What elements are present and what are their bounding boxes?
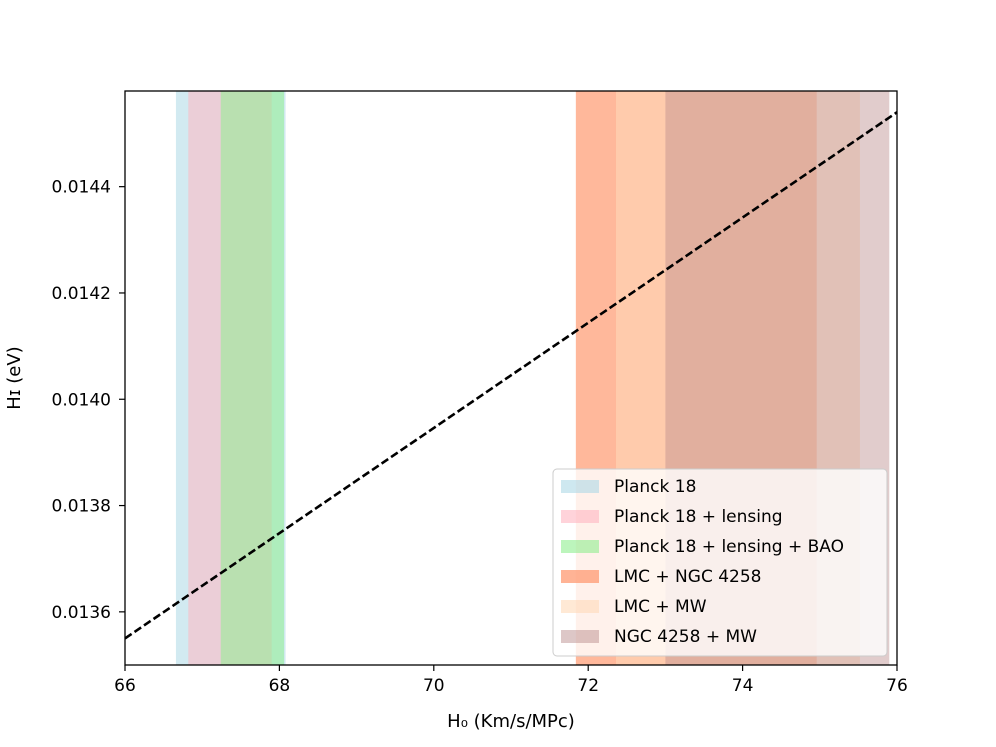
x-tick-label-3: 72	[577, 676, 599, 696]
legend-swatch-2	[561, 540, 599, 553]
series-line	[124, 111, 898, 640]
legend-swatch-0	[561, 480, 599, 493]
legend-box	[552, 468, 888, 657]
legend-label-1: Planck 18 + lensing	[614, 507, 783, 527]
legend: Planck 18 Planck 18 + lensing Planck 18 + …	[552, 468, 888, 657]
legend-label-2: Planck 18 + lensing + BAO	[614, 537, 844, 557]
plot-frame	[124, 90, 898, 666]
y-tick-label-3: 0.0142	[52, 284, 111, 304]
legend-swatch-4	[561, 600, 599, 613]
legend-swatch-1	[561, 510, 599, 523]
x-tick-label-1: 68	[269, 676, 291, 696]
y-axis: 0.0136 0.0138 0.0140 0.0142 0.0144	[52, 178, 125, 623]
y-tick-label-4: 0.0144	[52, 178, 111, 198]
y-tick-label-2: 0.0140	[52, 390, 111, 410]
legend-label-0: Planck 18	[614, 477, 696, 497]
legend-label-3: LMC + NGC 4258	[614, 567, 762, 587]
legend-swatch-5	[561, 630, 599, 643]
x-tick-label-5: 76	[886, 676, 908, 696]
legend-swatch-3	[561, 570, 599, 583]
legend-label-5: NGC 4258 + MW	[614, 627, 757, 647]
line-layer	[124, 111, 898, 640]
y-axis-label: Hɪ (eV)	[4, 346, 25, 409]
x-axis-label: H₀ (Km/s/MPc)	[447, 711, 575, 732]
legend-label-4: LMC + MW	[614, 597, 707, 617]
band-2	[220, 91, 285, 665]
x-axis: 66 68 70 72 74 76	[114, 665, 908, 696]
x-tick-label-4: 74	[732, 676, 754, 696]
x-tick-label-2: 70	[423, 676, 445, 696]
y-tick-label-1: 0.0138	[52, 497, 111, 517]
x-tick-label-0: 66	[114, 676, 136, 696]
y-tick-label-0: 0.0136	[52, 603, 111, 623]
